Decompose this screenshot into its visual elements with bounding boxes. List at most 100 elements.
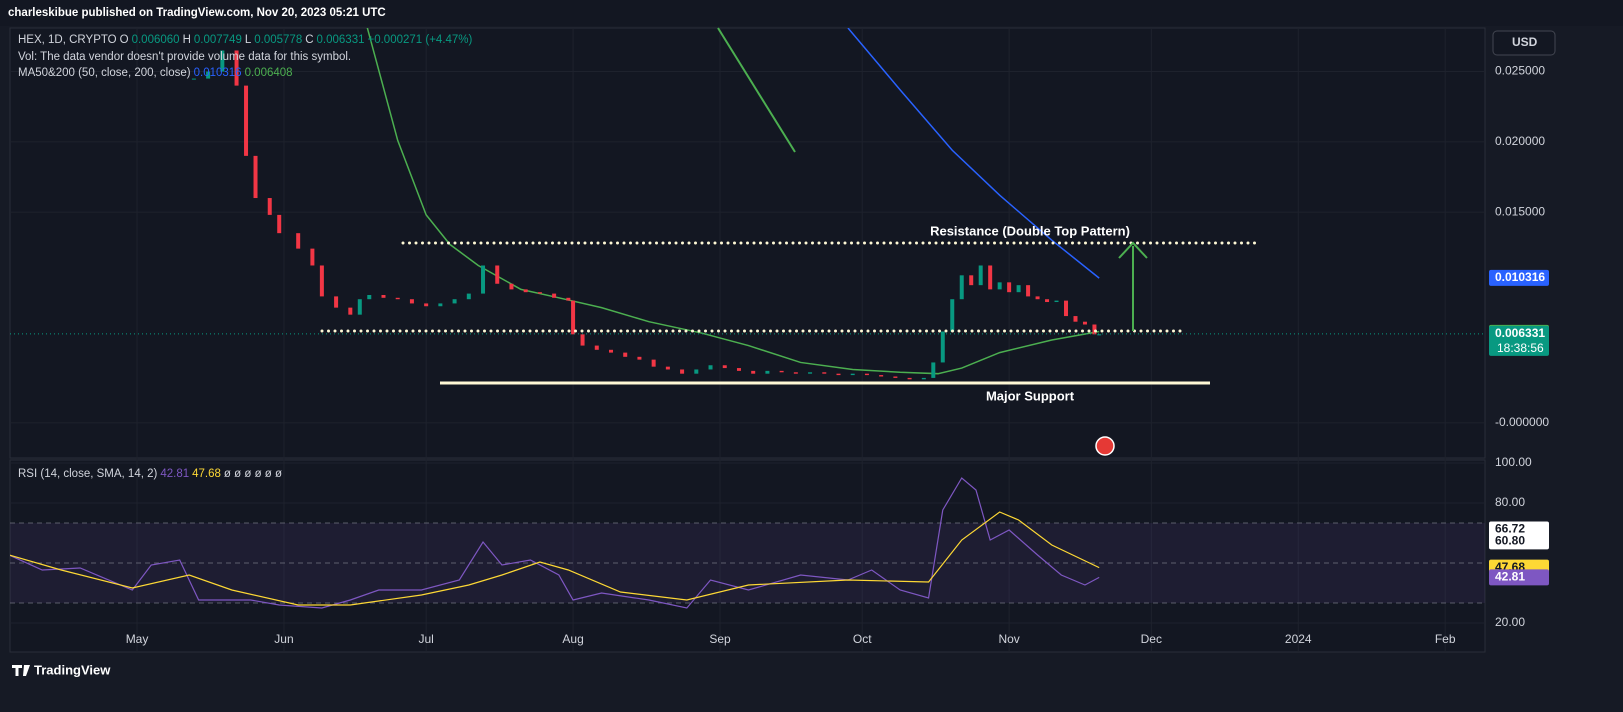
axis-badge-label: 66.72 <box>1495 522 1525 536</box>
candle <box>793 372 798 374</box>
event-icon[interactable] <box>1095 436 1115 456</box>
candle <box>1082 321 1087 325</box>
candle <box>395 297 400 300</box>
candle <box>580 334 585 346</box>
candle <box>921 377 926 380</box>
ma-label: MA50&200 (50, close, 200, close) <box>18 67 191 79</box>
candle <box>571 300 576 335</box>
ohlc-key: C <box>305 34 314 46</box>
ma50-value: 0.006408 <box>244 67 293 79</box>
y-tick-label: 0.015000 <box>1495 204 1545 218</box>
candle <box>334 296 339 308</box>
axis-badge-label: 42.81 <box>1495 570 1525 584</box>
candle <box>665 366 670 370</box>
candle <box>253 155 258 199</box>
candle <box>367 294 372 300</box>
x-tick-label: Jun <box>274 632 293 646</box>
ohlc-key: O <box>119 34 129 46</box>
candle <box>357 299 362 315</box>
footer-brand: TradingView <box>34 662 111 677</box>
rsi-sma-value: 47.68 <box>192 468 221 480</box>
candle <box>1007 282 1012 293</box>
candle <box>680 369 685 374</box>
x-tick-label: May <box>126 632 149 646</box>
moving-average <box>366 28 1100 375</box>
ohlc-value: 0.006060 <box>131 34 180 46</box>
candle <box>523 289 528 293</box>
candle <box>988 265 993 290</box>
candle <box>1035 296 1040 300</box>
candle <box>277 214 282 234</box>
logo-icon <box>12 665 30 676</box>
publisher: charleskibue published on TradingView.co… <box>8 7 386 19</box>
candle <box>234 50 239 86</box>
candle <box>191 78 196 80</box>
candle <box>879 375 884 377</box>
candle <box>594 345 599 350</box>
candle <box>244 85 249 156</box>
axis-badge-label: 60.80 <box>1495 534 1525 548</box>
candle <box>893 376 898 378</box>
candle <box>1054 300 1059 303</box>
candle <box>310 248 315 266</box>
legend-line: HEX, 1D, CRYPTO O 0.006060 H 0.007749 L 0.0057… <box>18 34 475 46</box>
candle <box>1026 285 1031 297</box>
candle <box>822 372 827 374</box>
annotation: Resistance (Double Top Pattern) <box>930 223 1130 238</box>
candle <box>850 373 855 376</box>
candle <box>381 294 386 298</box>
rsi-tick-label: 80.00 <box>1495 495 1525 509</box>
candle <box>950 299 955 332</box>
rsi-line: RSI (14, close, SMA, 14, 2) 42.81 47.68 ø ø… <box>18 468 285 480</box>
candle <box>220 50 225 72</box>
rsi-sma-line <box>10 511 1100 606</box>
candle <box>765 370 770 374</box>
candle <box>296 233 301 249</box>
candle <box>348 307 353 315</box>
candle <box>651 359 656 367</box>
y-tick-label: 0.020000 <box>1495 134 1545 148</box>
annotation: Major Support <box>986 388 1075 403</box>
axis-badge-label: 0.006331 <box>1495 326 1545 340</box>
candle <box>836 373 841 376</box>
rsi-tick-label: 20.00 <box>1495 615 1525 629</box>
ohlc-key: H <box>182 34 191 46</box>
currency-button[interactable] <box>1492 30 1556 56</box>
rsi-label: RSI (14, close, SMA, 14, 2) <box>18 468 158 480</box>
candle <box>959 275 964 300</box>
candle <box>424 303 429 307</box>
x-tick-label: Nov <box>998 632 1019 646</box>
candle <box>808 372 813 374</box>
y-tick-label: -0.000000 <box>1495 415 1549 429</box>
candle <box>969 275 974 286</box>
candle <box>694 369 699 374</box>
candle <box>1073 316 1078 322</box>
axis-badge <box>1489 325 1549 356</box>
header-bar <box>0 0 1623 26</box>
x-tick-label: Aug <box>562 632 583 646</box>
x-tick-label: 2024 <box>1285 632 1312 646</box>
candle <box>907 377 912 380</box>
x-tick-label: Sep <box>709 632 731 646</box>
rsi-tick-label: 100.00 <box>1495 455 1532 469</box>
candle <box>267 198 272 215</box>
moving-average <box>847 28 1100 279</box>
rsi-extra: ø ø ø ø ø ø <box>223 468 283 480</box>
candle <box>1045 299 1050 303</box>
currency-label[interactable]: USD <box>1512 35 1538 49</box>
candle <box>495 265 500 284</box>
rsi-value: 42.81 <box>160 468 190 480</box>
change: +0.000271 (+4.47%) <box>367 34 473 46</box>
axis-badge <box>1489 569 1549 586</box>
candle <box>637 356 642 360</box>
candle <box>1016 285 1021 293</box>
countdown: 18:38:56 <box>1497 341 1544 355</box>
candle <box>537 292 542 294</box>
candle <box>206 71 211 79</box>
ma-line: MA50&200 (50, close, 200, close) 0.010316… <box>18 67 296 79</box>
candle <box>736 368 741 371</box>
candle <box>708 365 713 370</box>
x-tick-label: Oct <box>853 632 872 646</box>
